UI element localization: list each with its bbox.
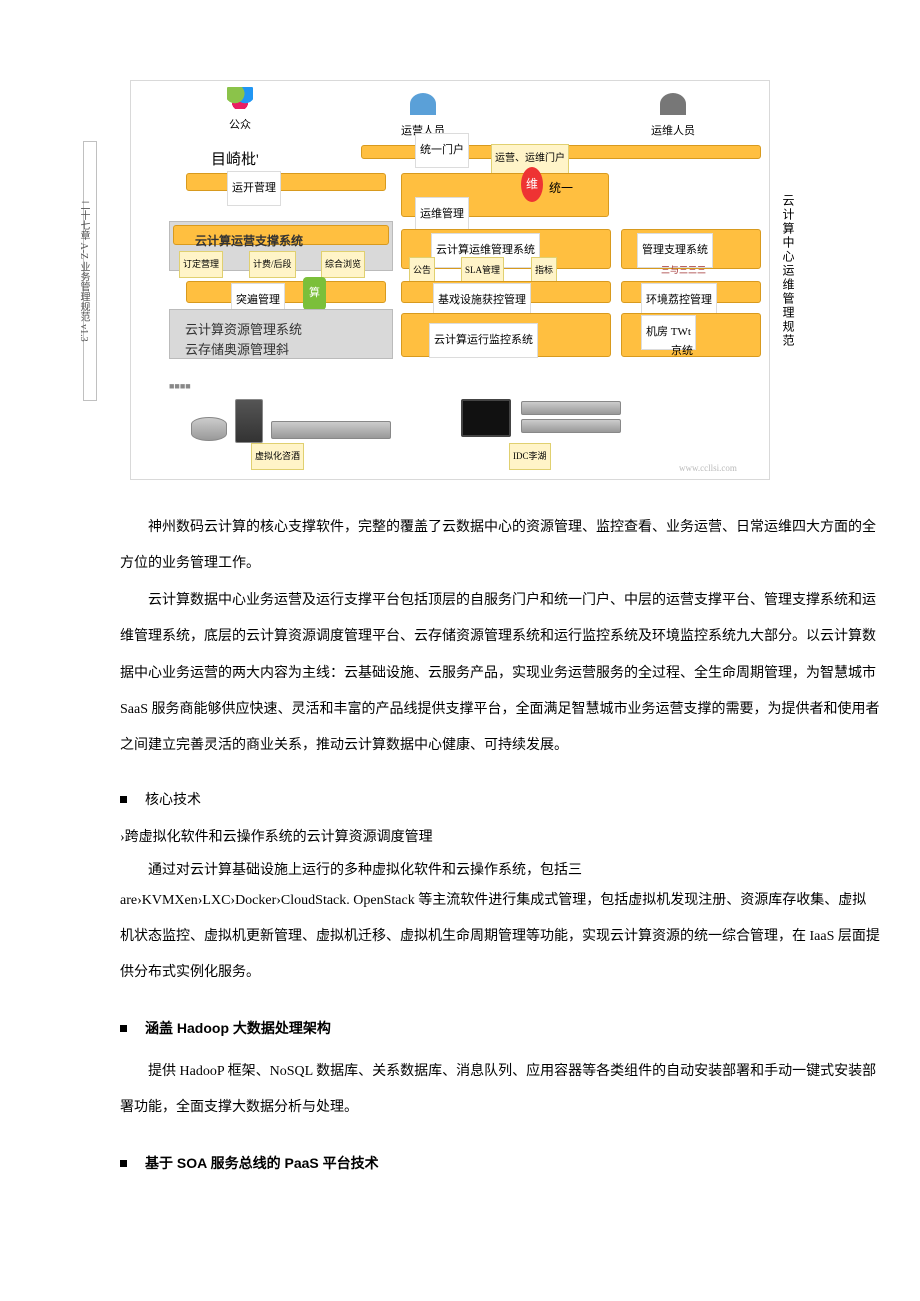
portal-label: 统一门户 bbox=[415, 133, 469, 168]
hw-corner-label: ■■■■ bbox=[169, 375, 191, 398]
bullet-soa: 基于 SOA 服务总线的 PaaS 平台技术 bbox=[120, 1145, 880, 1183]
right-vertical-bar: 云计算中心运维管理规范 bbox=[785, 171, 803, 371]
res-mgmt-bar bbox=[186, 281, 386, 303]
watermark-text: www.ccllsi.com bbox=[679, 457, 737, 480]
mgmt-mark: 三与三三三 bbox=[661, 259, 706, 282]
rack-icon bbox=[271, 421, 391, 439]
maint-mgmt-label: 运维管理 bbox=[415, 197, 469, 232]
paragraph-4: 提供 HadooP 框架、NoSQL 数据库、关系数据库、消息队列、应用容器等各… bbox=[120, 1054, 880, 1127]
paragraph-2: 云计算数据中心业务运营及运行支撑平台包括顶层的自服务门户和统一门户、中层的运营支… bbox=[120, 583, 880, 765]
ops-title-bar bbox=[186, 173, 386, 191]
subops-b: 计费/后段 bbox=[249, 251, 296, 278]
paragraph-1: 神州数码云计算的核心支撑软件，完整的覆盖了云数据中心的资源管理、监控查看、业务运… bbox=[120, 510, 880, 583]
cloud-store-sys-label: 云存储奥源管理斜 bbox=[185, 333, 289, 367]
calc-badge: 算 bbox=[303, 277, 326, 310]
operator-icon bbox=[410, 93, 436, 115]
bullet-soa-label: 基于 SOA 服务总线的 PaaS 平台技术 bbox=[145, 1155, 379, 1171]
role-public: 公众 bbox=[227, 87, 253, 140]
subops-a: 订定营理 bbox=[179, 251, 223, 278]
bullet-hadoop: 涵盖 Hadoop 大数据处理架构 bbox=[120, 1010, 880, 1048]
architecture-diagram: 二十七章 A-Z 业务管理规范 v1.3 云计算中心运维管理规范 公众 运营人员… bbox=[130, 80, 770, 480]
maintainer-icon bbox=[660, 93, 686, 115]
subbullet-1: ›跨虚拟化软件和云操作系统的云计算资源调度管理 bbox=[120, 825, 880, 852]
document-body: 神州数码云计算的核心支撑软件，完整的覆盖了云数据中心的资源管理、监控查看、业务运… bbox=[120, 510, 880, 1183]
virt-res-label: 虚拟化咨酒 bbox=[251, 443, 304, 470]
monitor-icon bbox=[461, 399, 511, 437]
tong-label: 统一 bbox=[549, 173, 573, 204]
bullet-core-tech: 核心技术 bbox=[120, 783, 880, 819]
bullet-hadoop-label: 涵盖 Hadoop 大数据处理架构 bbox=[145, 1020, 331, 1036]
square-bullet-icon bbox=[120, 1025, 127, 1032]
wei-badge: 维 bbox=[521, 167, 543, 202]
role-maintainer-label: 运维人员 bbox=[651, 117, 695, 146]
role-maintainer: 运维人员 bbox=[651, 93, 695, 146]
ops-title-label: 运开菅理 bbox=[227, 171, 281, 206]
run-mon-sys-label: 云计算运行监控系统 bbox=[429, 323, 538, 358]
square-bullet-icon bbox=[120, 1160, 127, 1167]
switch2-icon bbox=[521, 419, 621, 433]
disk-icon bbox=[191, 417, 227, 441]
paragraph-3b: are›KVMXen›LXC›Docker›CloudStack. OpenSt… bbox=[120, 883, 880, 992]
people-icon bbox=[227, 87, 253, 109]
switch-icon bbox=[521, 401, 621, 415]
idc-res-label: IDC李湖 bbox=[509, 443, 551, 470]
bullet-core-tech-label: 核心技术 bbox=[145, 793, 201, 808]
jingtong-label: 京统 bbox=[671, 337, 693, 366]
subops-c: 综合浏览 bbox=[321, 251, 365, 278]
role-public-label: 公众 bbox=[227, 111, 253, 140]
square-bullet-icon bbox=[120, 796, 127, 803]
left-vertical-bar: 二十七章 A-Z 业务管理规范 v1.3 bbox=[83, 141, 97, 401]
server-icon bbox=[235, 399, 263, 443]
